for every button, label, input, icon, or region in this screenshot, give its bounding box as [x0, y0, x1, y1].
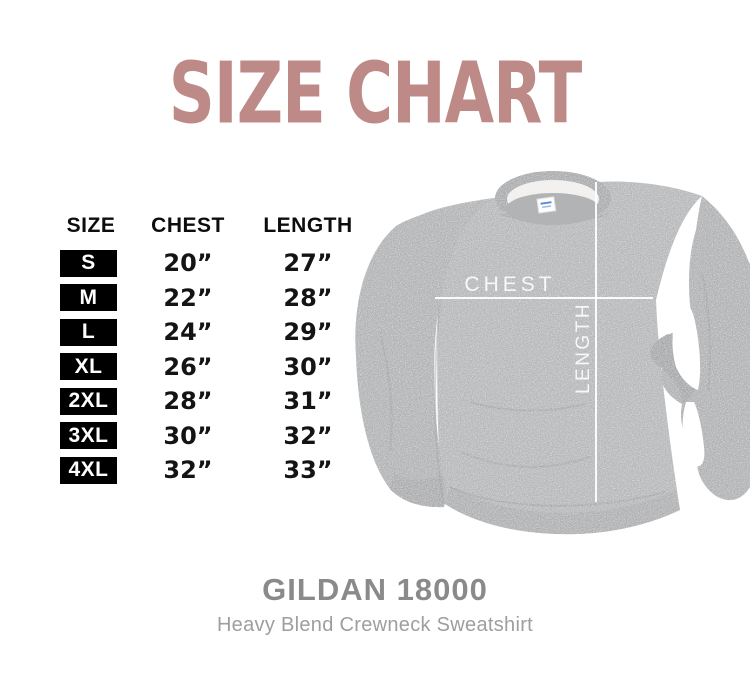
fabric-wrinkles	[379, 213, 711, 507]
size-badge: 3XL	[60, 422, 117, 450]
chest-value: 20”	[163, 249, 213, 278]
size-badge: 2XL	[60, 387, 117, 415]
size-badge: L	[60, 318, 117, 346]
size-chart-table: SIZE CHEST LENGTH S 20” 27” M 22” 28” L …	[60, 206, 362, 488]
chest-measure-label: CHEST	[464, 273, 555, 296]
sweatshirt-right-sleeve	[650, 196, 750, 501]
left-cuff	[390, 472, 444, 508]
chest-value: 26”	[163, 352, 213, 381]
size-badge: 4XL	[60, 456, 117, 484]
length-value: 27”	[283, 249, 333, 278]
length-value: 31”	[283, 387, 333, 416]
length-value: 29”	[283, 318, 333, 347]
size-badge: M	[60, 284, 117, 312]
sweatshirt-photo: CHEST LENGTH	[355, 171, 750, 535]
background-gap	[672, 300, 701, 390]
product-name: GILDAN 18000	[262, 572, 488, 607]
product-description: Heavy Blend Crewneck Sweatshirt	[216, 614, 534, 636]
length-measure-label: LENGTH	[573, 302, 594, 394]
page-title: SIZE CHART	[168, 46, 582, 144]
chest-value: 28”	[163, 387, 213, 416]
chest-value: 22”	[163, 283, 213, 312]
sweatshirt-left-sleeve	[355, 200, 490, 508]
size-badge: S	[60, 249, 117, 277]
chest-value: 32”	[163, 456, 213, 485]
sweatshirt-body	[405, 180, 702, 535]
length-value: 33”	[283, 456, 333, 485]
size-badge: XL	[60, 353, 117, 381]
background-gap	[682, 402, 705, 467]
column-header-size: SIZE	[66, 214, 116, 237]
hem-band	[445, 486, 680, 535]
column-header-chest: CHEST	[151, 214, 225, 237]
length-value: 30”	[283, 352, 333, 381]
column-header-length: LENGTH	[263, 214, 353, 237]
collar-tag	[536, 196, 557, 214]
length-value: 28”	[283, 283, 333, 312]
chest-value: 30”	[163, 421, 213, 450]
chest-value: 24”	[163, 318, 213, 347]
length-value: 32”	[283, 421, 333, 450]
